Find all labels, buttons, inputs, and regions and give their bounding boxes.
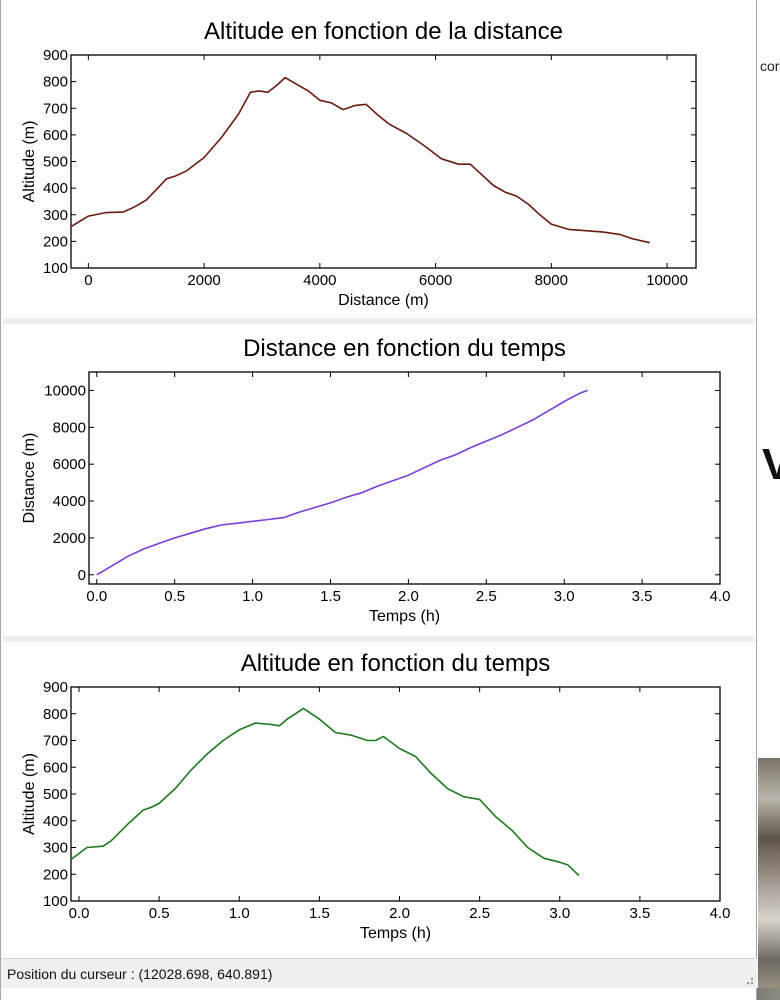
y-axis-label: Distance (m) (21, 433, 38, 524)
chart-panel-altitude-distance: Altitude en fonction de la distance 0 2000… (3, 4, 755, 316)
y-tick-label: 500 (43, 786, 68, 803)
background-photo (758, 758, 780, 1000)
resize-grip-icon[interactable] (744, 975, 754, 985)
x-tick-label: 3.5 (632, 588, 653, 605)
background-glyph-fragment: V (762, 440, 780, 489)
x-axis-label: Temps (h) (360, 925, 431, 942)
y-axis-label: Altitude (m) (21, 753, 38, 835)
y-tick-label: 400 (43, 180, 68, 197)
y-tick-label: 700 (43, 100, 68, 117)
plot-window: Altitude en fonction de la distance 0 2000… (0, 0, 758, 1000)
background-text-fragment: cor (760, 58, 780, 74)
x-tick-label: 0.5 (164, 588, 185, 605)
y-tick-label: 100 (43, 260, 68, 277)
x-tick-label: 3.0 (549, 905, 570, 922)
series-line (96, 389, 588, 576)
x-tick-label: 4000 (303, 272, 336, 289)
y-tick-label: 200 (43, 233, 68, 250)
y-tick-label: 800 (43, 74, 68, 91)
chart-title: Altitude en fonction de la distance (204, 18, 563, 45)
y-tick-label: 8000 (53, 419, 86, 436)
chart-panel-altitude-time: Altitude en fonction du temps 0.0 0.5 1.0 1.… (3, 642, 755, 954)
series-line (70, 707, 580, 877)
x-tick-label: 1.0 (242, 588, 263, 605)
x-tick-label: 8000 (535, 272, 568, 289)
plot-frame (70, 54, 697, 269)
y-tick-label: 700 (43, 733, 68, 750)
y-tick-label: 800 (43, 706, 68, 723)
x-tick-label: 3.5 (629, 905, 650, 922)
cursor-position-text: Position du curseur : (12028.698, 640.89… (7, 966, 273, 982)
x-tick-label: 1.5 (309, 905, 330, 922)
y-axis-label: Altitude (m) (21, 121, 38, 203)
x-tick-label: 1.0 (229, 905, 250, 922)
x-axis-label: Distance (m) (338, 292, 429, 309)
y-tick-label: 300 (43, 840, 68, 857)
y-tick-label: 900 (43, 679, 68, 696)
x-tick-label: 1.5 (320, 588, 341, 605)
plot-frame (88, 371, 721, 585)
panel-divider (3, 318, 755, 324)
x-tick-label: 2.0 (398, 588, 419, 605)
chart-panel-distance-time: Distance en fonction du temps 0.0 0.5 1.0 1.… (3, 324, 755, 634)
y-tick-label: 10000 (44, 382, 86, 399)
x-tick-label: 10000 (646, 272, 688, 289)
chart-title: Distance en fonction du temps (243, 335, 566, 362)
y-tick-label: 100 (43, 893, 68, 910)
y-tick-label: 200 (43, 866, 68, 883)
x-tick-label: 4.0 (710, 905, 731, 922)
y-tick-label: 300 (43, 207, 68, 224)
x-tick-label: 0 (84, 272, 92, 289)
chart-distance-time[interactable]: Distance en fonction du temps 0.0 0.5 1.0 1.… (3, 324, 755, 634)
x-axis-label: Temps (h) (369, 608, 440, 625)
y-tick-label: 6000 (53, 456, 86, 473)
x-tick-label: 2.0 (389, 905, 410, 922)
x-tick-label: 0.0 (86, 588, 107, 605)
x-tick-label: 2000 (187, 272, 220, 289)
x-tick-label: 2.5 (469, 905, 490, 922)
x-tick-label: 6000 (419, 272, 452, 289)
chart-altitude-distance[interactable]: Altitude en fonction de la distance 0 2000… (3, 4, 755, 316)
status-bar: Position du curseur : (12028.698, 640.89… (1, 958, 758, 988)
series-line (70, 76, 650, 244)
x-tick-label: 2.5 (476, 588, 497, 605)
y-tick-label: 900 (43, 47, 68, 64)
y-tick-label: 500 (43, 154, 68, 171)
y-tick-label: 600 (43, 127, 68, 144)
y-tick-label: 600 (43, 759, 68, 776)
x-tick-label: 3.0 (554, 588, 575, 605)
chart-altitude-time[interactable]: Altitude en fonction du temps 0.0 0.5 1.0 1.… (3, 642, 755, 954)
x-tick-label: 0.0 (69, 905, 90, 922)
y-tick-label: 0 (78, 567, 86, 584)
x-tick-label: 0.5 (149, 905, 170, 922)
panel-divider (3, 636, 755, 642)
y-tick-label: 400 (43, 813, 68, 830)
y-tick-label: 4000 (53, 493, 86, 510)
x-tick-label: 4.0 (710, 588, 731, 605)
y-tick-label: 2000 (53, 530, 86, 547)
chart-title: Altitude en fonction du temps (241, 650, 551, 677)
